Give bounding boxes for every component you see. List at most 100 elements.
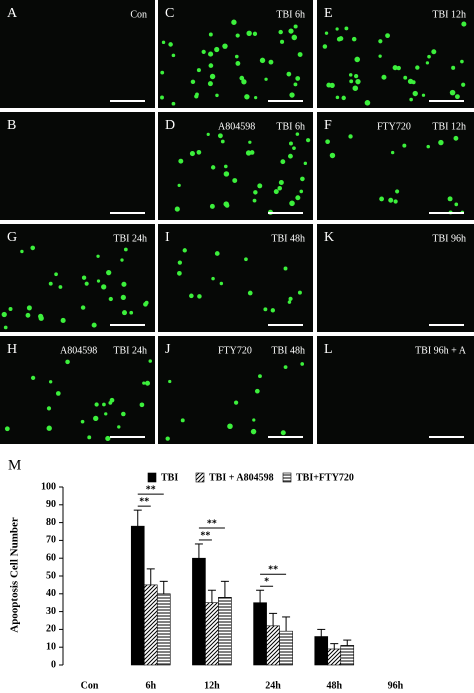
- legend-swatch: [282, 472, 292, 483]
- cell-dot: [38, 315, 44, 321]
- cell-dot: [214, 46, 220, 53]
- cell-dot: [291, 34, 298, 41]
- panel-letter: A: [7, 6, 18, 21]
- cell-dot: [254, 95, 258, 100]
- cell-dot: [247, 290, 253, 296]
- cell-dot: [289, 200, 295, 207]
- cell-dot: [224, 203, 230, 208]
- cell-dot: [460, 59, 464, 64]
- cell-dot: [286, 71, 292, 77]
- cell-dot: [208, 63, 214, 68]
- y-tick-label: 50: [46, 570, 56, 581]
- cell-dot: [385, 33, 390, 39]
- cell-dot: [395, 189, 400, 194]
- cell-dot: [352, 85, 359, 91]
- panel-tag: TBI 48h: [271, 233, 305, 244]
- cell-dot: [289, 92, 295, 98]
- cell-dot: [80, 419, 85, 424]
- cell-dot: [252, 418, 256, 422]
- cell-dot: [94, 402, 99, 407]
- bar: [218, 597, 232, 666]
- panel-letter: H: [7, 342, 17, 357]
- x-tick-label: 48h: [326, 680, 342, 691]
- panel-tag: A804598: [60, 345, 97, 356]
- cell-dot: [278, 180, 284, 186]
- x-tick-label: 96h: [388, 680, 404, 691]
- legend-label: TBI: [161, 472, 178, 483]
- x-tick-label: Con: [81, 680, 99, 691]
- cell-dot: [233, 400, 239, 405]
- panel-tag: TBI 6h: [276, 121, 305, 132]
- cell-dot: [30, 375, 36, 380]
- cell-dot: [239, 75, 245, 81]
- cell-dot: [197, 294, 202, 299]
- cell-dot: [245, 150, 252, 156]
- bar: [314, 636, 329, 666]
- cell-dot: [174, 206, 180, 212]
- cell-dot: [344, 26, 349, 31]
- cell-dot: [427, 54, 431, 59]
- cell-dot: [388, 197, 394, 203]
- cell-dot: [283, 266, 288, 271]
- cell-dot: [300, 176, 305, 182]
- cell-dot: [341, 95, 346, 101]
- cell-dot: [160, 95, 164, 100]
- cell-dot: [201, 49, 206, 54]
- micrograph: [317, 336, 474, 444]
- cell-dot: [189, 293, 194, 299]
- y-tick-label: 90: [46, 499, 56, 510]
- significance-label: *: [264, 577, 269, 588]
- cell-dot: [280, 39, 285, 44]
- micrograph: [0, 0, 155, 108]
- cell-dot: [91, 322, 97, 328]
- cell-dot: [250, 428, 257, 435]
- cell-dot: [421, 93, 426, 97]
- y-tick-label: 30: [46, 606, 56, 617]
- cell-dot: [379, 196, 384, 202]
- legend-swatch: [147, 472, 157, 483]
- cell-dot: [215, 93, 219, 98]
- cell-dot: [288, 296, 293, 301]
- cell-dot: [348, 134, 353, 139]
- cell-dot: [390, 150, 395, 155]
- cell-dot: [278, 29, 283, 35]
- cell-dot: [121, 411, 126, 417]
- cell-dot: [81, 275, 87, 280]
- cell-dot: [178, 158, 184, 164]
- cell-dot: [273, 189, 279, 195]
- cell-dot: [447, 196, 453, 202]
- cell-dot: [54, 272, 58, 277]
- cell-dot: [223, 164, 228, 169]
- cell-dot: [96, 254, 100, 258]
- legend-label: TBI+FTY720: [296, 472, 354, 483]
- panel-tag: TBI 24h: [113, 233, 147, 244]
- cell-dot: [329, 152, 336, 159]
- panel-letter: M: [8, 457, 21, 473]
- cell-dot: [295, 195, 301, 201]
- cell-dot: [20, 249, 24, 254]
- cell-dot: [407, 78, 414, 85]
- bar: [205, 602, 219, 666]
- cell-dot: [235, 33, 240, 38]
- cell-dot: [241, 79, 247, 85]
- cell-dot: [354, 56, 361, 63]
- cell-dot: [101, 284, 107, 290]
- significance-label: **: [268, 565, 278, 576]
- cell-dot: [364, 100, 371, 106]
- y-axis-label: Apooptosis Cell Number: [9, 517, 21, 633]
- panel-letter: I: [165, 230, 170, 245]
- cell-dot: [214, 251, 220, 256]
- cell-dot: [351, 36, 357, 42]
- cell-dot: [123, 247, 128, 252]
- cell-dot: [25, 312, 31, 318]
- cell-dot: [46, 425, 52, 431]
- cell-dot: [412, 90, 418, 97]
- panel-tag: Con: [130, 9, 147, 20]
- cell-dot: [252, 31, 258, 36]
- legend-label: TBI + A804598: [209, 472, 274, 483]
- cell-dot: [171, 53, 176, 58]
- cell-dot: [102, 402, 106, 407]
- cell-dot: [4, 426, 10, 432]
- cell-dot: [165, 436, 170, 441]
